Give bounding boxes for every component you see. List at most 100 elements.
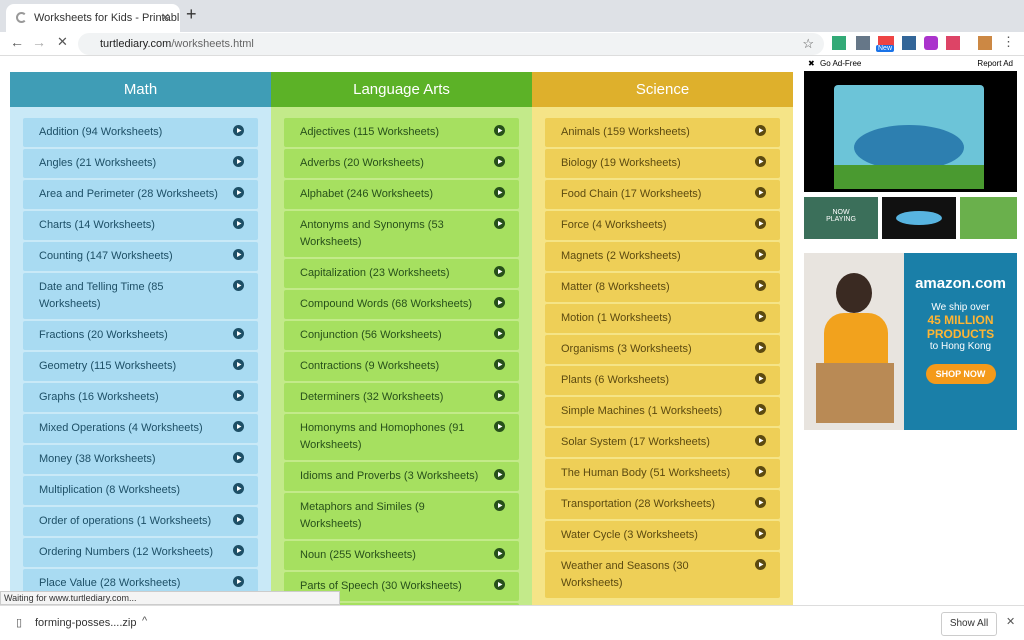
topic-label: Matter (8 Worksheets) <box>561 281 670 293</box>
topic-link[interactable]: Capitalization (23 Worksheets) <box>284 259 519 288</box>
show-all[interactable]: Show All <box>941 612 997 636</box>
topic-link[interactable]: Weather and Seasons (30 Worksheets) <box>545 552 780 598</box>
go-ad-free[interactable]: Go Ad-Free <box>820 59 862 68</box>
topic-label: Capitalization (23 Worksheets) <box>300 267 450 279</box>
topic-link[interactable]: Alphabet (246 Worksheets) <box>284 180 519 209</box>
grass <box>834 165 984 189</box>
ad-photo <box>804 253 904 430</box>
close-tab[interactable]: ✕ <box>160 12 170 24</box>
play-icon <box>233 280 244 291</box>
play-icon <box>233 390 244 401</box>
topic-link[interactable]: Date and Telling Time (85 Worksheets) <box>23 273 258 319</box>
download-menu[interactable]: ^ <box>142 615 148 627</box>
topic-link[interactable]: Solar System (17 Worksheets) <box>545 428 780 457</box>
topic-link[interactable]: Water Cycle (3 Worksheets) <box>545 521 780 550</box>
topic-link[interactable]: Transportation (28 Worksheets) <box>545 490 780 519</box>
topic-link[interactable]: Food Chain (17 Worksheets) <box>545 180 780 209</box>
shop-now[interactable]: SHOP NOW <box>925 364 996 384</box>
new-tab[interactable]: + <box>186 4 197 24</box>
topic-label: Alphabet (246 Worksheets) <box>300 188 434 200</box>
play-icon <box>755 249 766 260</box>
topic-list: Animals (159 Worksheets) Biology (19 Work… <box>545 118 780 598</box>
topic-link[interactable]: Motion (1 Worksheets) <box>545 304 780 333</box>
topic-link[interactable]: Homonyms and Homophones (91 Worksheets) <box>284 414 519 460</box>
ext-icon[interactable] <box>902 36 916 50</box>
amazon-ad[interactable]: amazon.com We ship over 45 MILLION PRODU… <box>804 253 1017 430</box>
topic-link[interactable]: Force (4 Worksheets) <box>545 211 780 240</box>
topic-label: Place Value (28 Worksheets) <box>39 577 181 589</box>
topic-link[interactable]: Graphs (16 Worksheets) <box>23 383 258 412</box>
topic-link[interactable]: Adjectives (115 Worksheets) <box>284 118 519 147</box>
topic-link[interactable]: Conjunction (56 Worksheets) <box>284 321 519 350</box>
topic-link[interactable]: Ordering Numbers (12 Worksheets) <box>23 538 258 567</box>
topic-link[interactable]: Money (38 Worksheets) <box>23 445 258 474</box>
play-icon <box>755 218 766 229</box>
topic-label: Addition (94 Worksheets) <box>39 126 163 138</box>
ext-icon[interactable] <box>856 36 870 50</box>
ext-icon[interactable] <box>946 36 960 50</box>
topic-link[interactable]: Multiplication (8 Worksheets) <box>23 476 258 505</box>
ext-icon[interactable] <box>832 36 846 50</box>
download-file[interactable]: forming-posses....zip <box>35 617 137 629</box>
menu[interactable]: ⋮ <box>1002 34 1015 49</box>
topic-link[interactable]: Metaphors and Similes (9 Worksheets) <box>284 493 519 539</box>
topic-link[interactable]: Organisms (3 Worksheets) <box>545 335 780 364</box>
thumbnail[interactable] <box>960 197 1017 239</box>
topic-label: Multiplication (8 Worksheets) <box>39 484 181 496</box>
topic-label: Antonyms and Synonyms (53 Worksheets) <box>300 219 444 248</box>
report-ad[interactable]: Report Ad <box>977 59 1013 68</box>
topic-link[interactable]: Counting (147 Worksheets) <box>23 242 258 271</box>
topic-link[interactable]: Mixed Operations (4 Worksheets) <box>23 414 258 443</box>
ext-icon[interactable] <box>978 36 992 50</box>
topic-label: Conjunction (56 Worksheets) <box>300 329 442 341</box>
play-icon <box>494 187 505 198</box>
ext-icon[interactable] <box>924 36 938 50</box>
topic-link[interactable]: Contractions (9 Worksheets) <box>284 352 519 381</box>
play-icon <box>233 576 244 587</box>
thumbnail[interactable] <box>882 197 956 239</box>
topic-link[interactable]: Matter (8 Worksheets) <box>545 273 780 302</box>
topic-label: Idioms and Proverbs (3 Worksheets) <box>300 470 479 482</box>
omnibox[interactable]: turtlediary.com/worksheets.html ☆ <box>78 33 824 55</box>
video-player[interactable] <box>804 71 1017 192</box>
topic-link[interactable]: Angles (21 Worksheets) <box>23 149 258 178</box>
topic-link[interactable]: Plants (6 Worksheets) <box>545 366 780 395</box>
close-downloads[interactable]: ✕ <box>1006 616 1016 628</box>
topic-link[interactable]: Antonyms and Synonyms (53 Worksheets) <box>284 211 519 257</box>
topic-link[interactable]: Adverbs (20 Worksheets) <box>284 149 519 178</box>
tab[interactable]: Worksheets for Kids - Printabl ✕ <box>6 4 180 32</box>
topic-link[interactable]: Simple Machines (1 Worksheets) <box>545 397 780 426</box>
column-title[interactable]: Math <box>10 72 271 107</box>
topic-link[interactable]: Determiners (32 Worksheets) <box>284 383 519 412</box>
topic-label: Biology (19 Worksheets) <box>561 157 681 169</box>
topic-link[interactable]: Fractions (20 Worksheets) <box>23 321 258 350</box>
stop[interactable]: ✕ <box>57 34 68 49</box>
topic-link[interactable]: Charts (14 Worksheets) <box>23 211 258 240</box>
topic-label: Mixed Operations (4 Worksheets) <box>39 422 203 434</box>
topic-link[interactable]: Phonics (126 Worksheets) <box>284 603 519 605</box>
topic-link[interactable]: Addition (94 Worksheets) <box>23 118 258 147</box>
play-icon <box>233 156 244 167</box>
play-icon <box>233 125 244 136</box>
topic-link[interactable]: Noun (255 Worksheets) <box>284 541 519 570</box>
bookmark[interactable]: ☆ <box>802 36 814 51</box>
topic-link[interactable]: Magnets (2 Worksheets) <box>545 242 780 271</box>
topic-link[interactable]: Area and Perimeter (28 Worksheets) <box>23 180 258 209</box>
topic-link[interactable]: Compound Words (68 Worksheets) <box>284 290 519 319</box>
topic-link[interactable]: Geometry (115 Worksheets) <box>23 352 258 381</box>
thumbnails: NOW PLAYING <box>804 197 1017 239</box>
column-title[interactable]: Language Arts <box>271 72 532 107</box>
topic-link[interactable]: Idioms and Proverbs (3 Worksheets) <box>284 462 519 491</box>
topic-link[interactable]: Animals (159 Worksheets) <box>545 118 780 147</box>
ad-line: 45 MILLION <box>927 313 994 327</box>
column-title[interactable]: Science <box>532 72 793 107</box>
topic-link[interactable]: Biology (19 Worksheets) <box>545 149 780 178</box>
thumbnail[interactable]: NOW PLAYING <box>804 197 878 239</box>
topic-link[interactable]: The Human Body (51 Worksheets) <box>545 459 780 488</box>
play-icon <box>233 545 244 556</box>
topic-link[interactable]: Order of operations (1 Worksheets) <box>23 507 258 536</box>
topic-label: Graphs (16 Worksheets) <box>39 391 159 403</box>
forward[interactable]: → <box>32 34 46 50</box>
back[interactable]: ← <box>10 34 24 50</box>
play-icon <box>233 421 244 432</box>
